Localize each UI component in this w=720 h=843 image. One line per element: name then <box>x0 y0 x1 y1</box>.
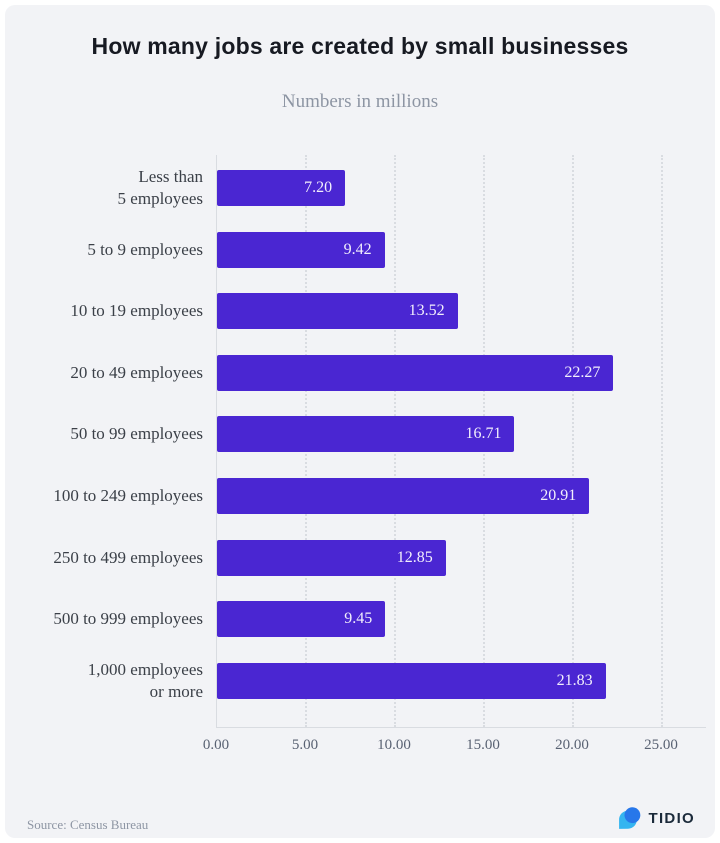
category-label: 20 to 49 employees <box>70 362 203 382</box>
x-axis-tick-label: 0.00 <box>202 737 230 753</box>
category-label: 500 to 999 employees <box>53 609 203 629</box>
bar: 22.27 <box>217 354 614 391</box>
bar: 16.71 <box>217 416 515 453</box>
y-axis-line <box>216 155 217 727</box>
category-label: 10 to 19 employees <box>70 301 203 321</box>
x-axis-tick-label: 20.00 <box>555 737 589 753</box>
bar-chart: 0.00 5.00 10.00 15.00 20.00 25.00 Less than 5 … <box>5 5 715 838</box>
source-caption: Source: Census Bureau <box>27 817 149 832</box>
x-axis-tick-label: 10.00 <box>377 737 411 753</box>
category-label: Less than 5 employees <box>117 166 203 208</box>
value-label: 16.71 <box>465 425 502 443</box>
category-label: 50 to 99 employees <box>70 424 203 444</box>
brand-logo: TIDIO <box>617 806 696 831</box>
gridline <box>572 155 574 727</box>
x-axis-tick-label: 25.00 <box>644 737 678 753</box>
category-label: 5 to 9 employees <box>87 239 203 259</box>
x-axis-tick-label: 15.00 <box>466 737 500 753</box>
bar: 13.52 <box>217 293 458 330</box>
bar: 9.42 <box>217 231 385 268</box>
gridline <box>661 155 663 727</box>
x-axis-tick-label: 5.00 <box>291 737 319 753</box>
value-label: 21.83 <box>556 671 593 689</box>
bar: 9.45 <box>217 601 386 638</box>
category-label: 250 to 499 employees <box>53 547 203 567</box>
infographic-card: How many jobs are created by small busin… <box>5 5 715 838</box>
value-label: 12.85 <box>396 548 433 566</box>
value-label: 20.91 <box>540 487 577 504</box>
category-label: 1,000 employees or more <box>87 659 203 701</box>
chart-subtitle: Numbers in millions <box>281 91 439 112</box>
bar: 7.20 <box>217 170 346 206</box>
bar: 21.83 <box>217 662 606 699</box>
category-label: 100 to 249 employees <box>53 485 203 505</box>
value-label: 9.45 <box>344 610 373 628</box>
value-label: 7.20 <box>304 179 333 196</box>
chart-title: How many jobs are created by small busin… <box>91 33 629 59</box>
value-label: 13.52 <box>408 302 445 320</box>
tidio-chat-bubble-icon <box>617 806 642 831</box>
x-axis-line <box>216 727 706 728</box>
value-label: 9.42 <box>343 240 372 258</box>
value-label: 22.27 <box>564 363 601 381</box>
bar: 20.91 <box>217 478 590 514</box>
bar: 12.85 <box>217 539 446 576</box>
brand-name: TIDIO <box>648 810 695 827</box>
